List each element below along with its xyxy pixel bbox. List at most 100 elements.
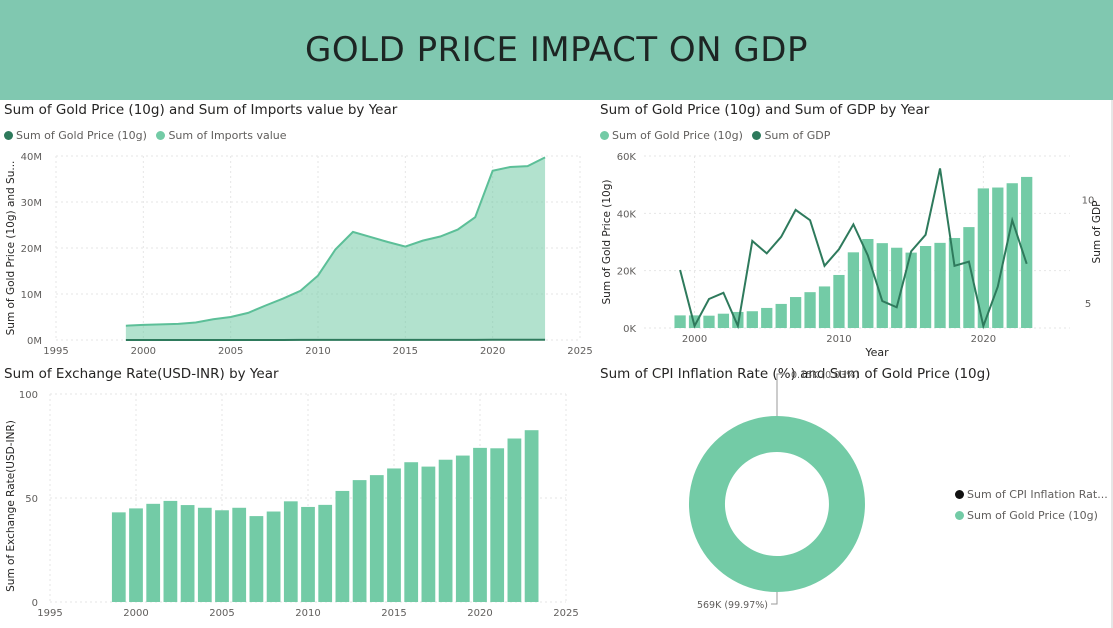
exchange-rate-bar (438, 459, 453, 602)
x-tick-label: 1995 (37, 608, 62, 619)
y-tick-label: 30M (21, 198, 42, 209)
gold-data-label: 569K (99.97%) (697, 600, 768, 611)
gold-price-bar (804, 292, 816, 328)
donut-chart-panel[interactable]: Sum of CPI Inflation Rate (%) and Sum of… (600, 366, 1110, 626)
exchange-rate-bar (180, 505, 195, 602)
imports-chart-panel[interactable]: Sum of Gold Price (10g) and Sum of Impor… (4, 102, 594, 360)
exchange-rate-bar (111, 512, 126, 602)
chart-title: Sum of CPI Inflation Rate (%) and Sum of… (600, 366, 991, 382)
exchange-rate-bar (283, 501, 298, 602)
exchange-rate-bar (318, 504, 333, 602)
legend-item-gold-price[interactable]: Sum of Gold Price (10g) (600, 129, 743, 142)
exchange-bar-chart: 1995 2000 2005 2010 2015 2020 2025 0 50 100 Sum of… (5, 390, 579, 619)
gold-price-bar (746, 311, 758, 328)
gold-price-bar (905, 252, 917, 328)
y-tick-label: 0M (27, 336, 42, 347)
exchange-chart-panel[interactable]: Sum of Exchange Rate(USD-INR) by Year 19… (4, 366, 594, 626)
gold-price-bar (948, 237, 961, 328)
y2-tick-label: 10 (1082, 196, 1095, 207)
x-tick-label: 2010 (295, 608, 320, 619)
x-tick-label: 2000 (682, 334, 707, 345)
exchange-rate-bar (421, 466, 436, 602)
exchange-rate-bar (404, 462, 419, 602)
y-tick-label: 20M (21, 244, 42, 255)
gold-price-bar (992, 187, 1004, 328)
gold-price-bar (977, 188, 989, 328)
legend-dot-icon (156, 131, 166, 140)
exchange-rate-bar (524, 430, 539, 602)
legend-label: Sum of Imports value (168, 129, 287, 142)
legend-dot-icon (600, 131, 609, 140)
exchange-rate-bar (163, 500, 178, 602)
y-tick-label: 20K (617, 267, 637, 278)
imports-area-chart: 1995 2000 2005 2010 2015 2020 2025 0M 10M 20M 30M 4… (5, 152, 593, 357)
exchange-rate-bar (507, 438, 522, 602)
gold-price-bar (1021, 176, 1033, 328)
imports-line (125, 156, 546, 327)
legend-dot-icon (955, 490, 964, 499)
y-tick-label: 100 (19, 390, 38, 401)
y-tick-label: 0 (32, 598, 38, 609)
gold-price-bar (862, 238, 874, 328)
gold-price-bar (1006, 183, 1018, 328)
legend-item-cpi[interactable]: Sum of CPI Inflation Rat... (955, 488, 1108, 501)
x-tick-label: 2015 (393, 346, 418, 357)
x-tick-label: 2020 (480, 346, 505, 357)
legend-label: Sum of Gold Price (10g) (16, 129, 147, 142)
page-title: GOLD PRICE IMPACT ON GDP (305, 30, 808, 70)
x-tick-label: 1995 (43, 346, 68, 357)
gold-price-bar (674, 315, 686, 328)
x-tick-label: 2000 (123, 608, 148, 619)
gdp-combo-chart: 2000 2010 2020 0K 20K 40K 60K 5 10 Sum of Gold Pr… (601, 152, 1103, 359)
gdp-line (679, 168, 1028, 330)
x-tick-label: 2020 (467, 608, 492, 619)
gold-price-bar (775, 303, 787, 328)
exchange-rate-bar (387, 468, 401, 602)
imports-area (125, 157, 546, 340)
exchange-rate-bar (197, 507, 212, 602)
legend: Sum of Gold Price (10g) Sum of Imports v… (4, 129, 293, 143)
gold-price-bar (703, 315, 715, 328)
gold-price-slice (688, 415, 865, 592)
legend-label: Sum of Gold Price (10g) (967, 509, 1098, 522)
y-axis-label: Sum of Gold Price (10g) (601, 180, 613, 305)
y2-axis-label: Sum of GDP (1091, 201, 1103, 264)
right-edge-border (1111, 100, 1113, 628)
chart-title: Sum of Gold Price (10g) and Sum of Impor… (4, 102, 398, 118)
cpi-leader-line (776, 373, 787, 416)
exchange-rate-bar (369, 475, 384, 602)
x-tick-label: 2015 (381, 608, 406, 619)
exchange-rate-bar (455, 455, 470, 602)
gold-price-bar (919, 246, 932, 328)
y2-tick-label: 5 (1085, 299, 1091, 310)
exchange-rate-bar (249, 516, 264, 602)
gold-price-bar (688, 315, 701, 328)
gold-price-bar (891, 247, 903, 328)
x-tick-label: 2025 (553, 608, 578, 619)
donut-chart: 0.15K (0.03%) 569K (99.97%) (688, 370, 865, 611)
gold-price-bar (876, 243, 888, 328)
x-tick-label: 2010 (305, 346, 330, 357)
gold-price-bar (789, 297, 802, 328)
legend-item-gold-price[interactable]: Sum of Gold Price (10g) (955, 509, 1108, 522)
legend-label: Sum of GDP (764, 129, 831, 142)
legend-label: Sum of Gold Price (10g) (612, 129, 743, 142)
exchange-rate-bar (490, 448, 505, 602)
y-tick-label: 60K (617, 152, 637, 163)
y-axis-label: Sum of Exchange Rate(USD-INR) (5, 420, 17, 592)
y-tick-label: 40K (617, 209, 637, 220)
exchange-rate-bar (146, 503, 161, 602)
gdp-chart-panel[interactable]: Sum of Gold Price (10g) and Sum of GDP b… (600, 102, 1110, 364)
y-axis-label: Sum of Gold Price (10g) and Su... (5, 161, 17, 336)
x-tick-label: 2005 (209, 608, 234, 619)
legend-item-gold-price[interactable]: Sum of Gold Price (10g) (4, 129, 147, 142)
exchange-rate-bar (266, 511, 281, 602)
legend-item-gdp[interactable]: Sum of GDP (752, 129, 830, 142)
x-tick-label: 2010 (826, 334, 851, 345)
gold-price-bar (847, 252, 860, 328)
legend-item-imports[interactable]: Sum of Imports value (156, 129, 287, 142)
exchange-rate-bar (473, 447, 487, 602)
x-tick-label: 2025 (567, 346, 592, 357)
cpi-data-label: 0.15K (0.03%) (791, 370, 859, 381)
gold-leader-line (771, 592, 778, 605)
